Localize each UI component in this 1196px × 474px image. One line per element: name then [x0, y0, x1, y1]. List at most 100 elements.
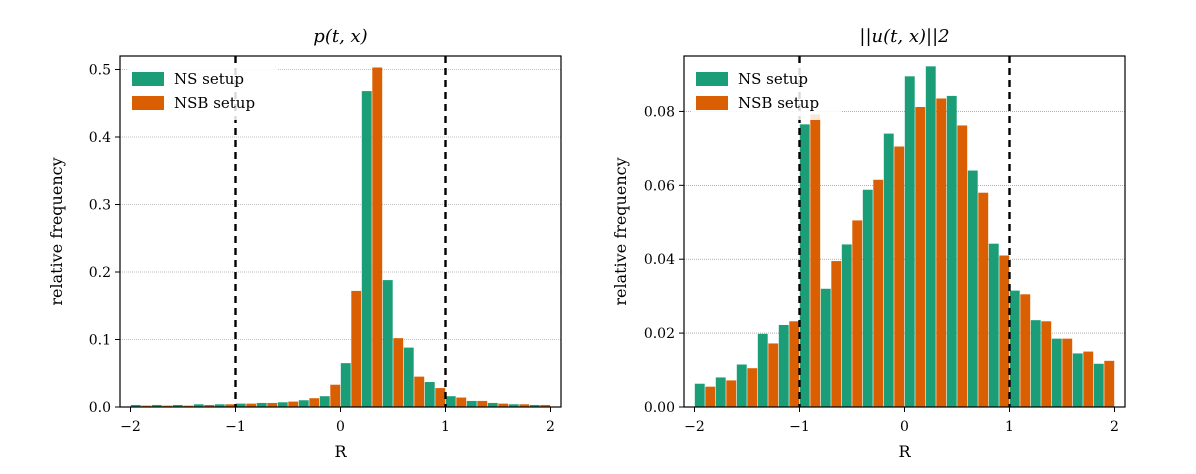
nsb-bar: [246, 403, 257, 407]
legend-label-ns: NS setup: [738, 70, 808, 88]
ns-bar: [820, 288, 831, 407]
nsb-bar: [288, 401, 299, 407]
nsb-bar: [789, 321, 800, 407]
ns-bar: [967, 170, 978, 407]
y-tick-label: 0.00: [644, 400, 675, 416]
ns-bar: [193, 404, 204, 407]
nsb-bar: [978, 192, 989, 407]
nsb-bar: [957, 125, 968, 407]
ns-bar: [235, 403, 246, 407]
nsb-bar: [936, 98, 947, 407]
chart-title: p(t, x): [313, 26, 367, 47]
y-tick-label: 0.08: [644, 104, 675, 120]
nsb-bar: [894, 146, 905, 407]
x-tick-label: 0: [336, 419, 345, 435]
ns-bar: [925, 66, 936, 407]
nsb-bar: [540, 404, 551, 407]
y-tick-label: 0.1: [89, 333, 111, 349]
ns-bar: [778, 324, 789, 407]
nsb-bar: [330, 384, 341, 407]
ns-bar: [256, 402, 267, 407]
y-tick-label: 0.04: [644, 252, 675, 268]
ns-bar: [508, 404, 519, 407]
nsb-bar: [141, 405, 152, 407]
nsb-bar: [1020, 294, 1031, 407]
ns-bar: [382, 280, 393, 407]
ns-bar: [1051, 338, 1062, 407]
ns-bar: [694, 383, 705, 407]
nsb-bar: [1083, 351, 1094, 407]
nsb-bar: [225, 404, 236, 407]
legend-label-nsb: NSB setup: [174, 94, 255, 112]
ns-bar: [361, 91, 372, 407]
ns-bar: [736, 364, 747, 407]
ns-bar: [799, 124, 810, 407]
nsb-bar: [351, 290, 362, 407]
ns-bar: [1093, 363, 1104, 407]
x-tick-label: 1: [441, 419, 450, 435]
legend-swatch-nsb: [696, 96, 728, 110]
nsb-bar: [1041, 321, 1052, 407]
chart-title: ||u(t, x)||2: [859, 26, 949, 47]
nsb-bar: [267, 402, 278, 407]
x-tick-label: −2: [684, 419, 705, 435]
nsb-bar: [435, 388, 446, 407]
y-tick-label: 0.3: [89, 198, 111, 214]
nsb-bar: [309, 398, 320, 407]
ns-bar: [130, 404, 141, 407]
x-tick-label: 2: [1110, 419, 1119, 435]
y-tick-label: 0.2: [89, 265, 111, 281]
ns-bar: [487, 402, 498, 407]
nsb-bar: [519, 404, 530, 407]
nsb-bar: [498, 403, 509, 407]
nsb-bar: [747, 368, 758, 407]
y-axis-label: relative frequency: [47, 157, 66, 305]
nsb-bar: [873, 179, 884, 407]
velocity-histogram-chart: NS setup NSB setup −2 −1 0 1 2 0.00 0.02 0.04 0.06…: [611, 26, 1126, 461]
x-axis-label: R: [334, 442, 347, 461]
ns-bar: [757, 333, 768, 407]
x-tick-label: −1: [789, 419, 810, 435]
y-tick-label: 0.02: [644, 326, 675, 342]
legend-swatch-ns: [696, 72, 728, 86]
y-tick-label: 0.0: [89, 400, 111, 416]
ns-bar: [319, 396, 330, 407]
ns-bar: [403, 347, 414, 407]
legend-label-ns: NS setup: [174, 70, 244, 88]
x-tick-label: −1: [225, 419, 246, 435]
nsb-bar: [726, 380, 737, 407]
x-tick-label: 1: [1005, 419, 1014, 435]
nsb-bar: [372, 67, 383, 407]
nsb-bar: [915, 106, 926, 407]
x-tick-label: 0: [900, 419, 909, 435]
ns-bar: [883, 133, 894, 407]
ns-bar: [151, 404, 162, 407]
ns-bar: [214, 404, 225, 407]
ns-bar: [862, 189, 873, 407]
ns-bar: [466, 400, 477, 407]
ns-bar: [1072, 353, 1083, 407]
ns-bar: [298, 400, 309, 407]
legend-label-nsb: NSB setup: [738, 94, 819, 112]
ns-bar: [277, 402, 288, 407]
y-tick-label: 0.5: [89, 63, 111, 79]
nsb-bar: [768, 343, 779, 407]
nsb-bar: [705, 386, 716, 407]
nsb-bar: [456, 397, 467, 407]
y-tick-label: 0.06: [644, 178, 675, 194]
legend-swatch-ns: [132, 72, 164, 86]
ns-bar: [841, 244, 852, 407]
nsb-bar: [393, 338, 404, 407]
ns-bar: [529, 404, 540, 407]
nsb-bar: [162, 405, 173, 407]
ns-bar: [172, 404, 183, 407]
x-tick-label: −2: [120, 419, 141, 435]
nsb-bar: [831, 261, 842, 407]
nsb-bar: [810, 114, 821, 408]
nsb-bar: [204, 404, 215, 407]
ns-bar: [946, 95, 957, 407]
nsb-bar: [477, 400, 488, 407]
pressure-histogram-chart: NS setup NSB setup −2 −1 0 1 2 0.0 0.1 0.2 0.3 0.4 0…: [47, 26, 562, 461]
ns-bar: [904, 76, 915, 408]
nsb-bar: [1062, 338, 1073, 407]
